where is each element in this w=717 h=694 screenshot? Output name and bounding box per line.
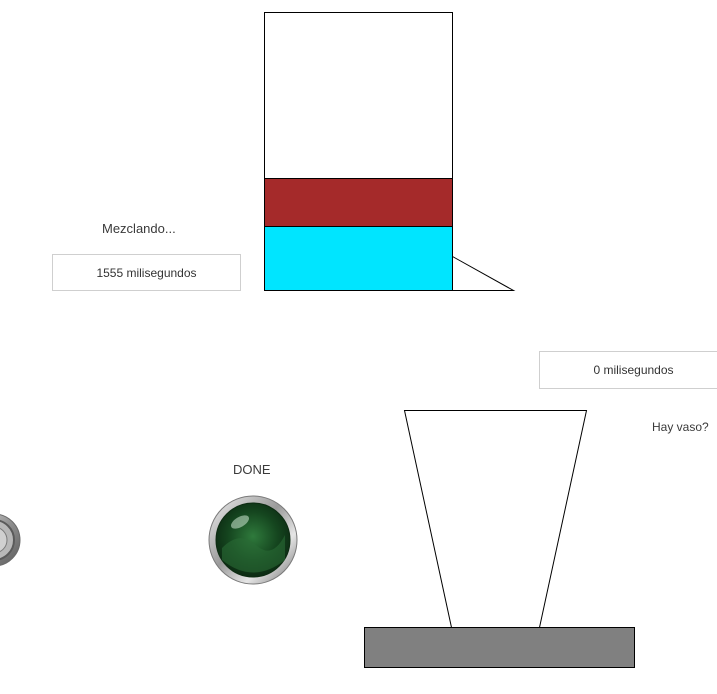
left-pilot-light <box>0 514 21 566</box>
done-light-label: DONE <box>233 462 271 477</box>
dispenser-timer-display: 0 milisegundos <box>539 351 717 389</box>
mixer-status-label: Mezclando... <box>102 221 176 236</box>
cup-present-label: Hay vaso? <box>652 420 709 434</box>
mixer-outlet-spout <box>452 255 516 291</box>
done-pilot-light <box>208 495 298 585</box>
mixer-lower-layer <box>264 226 453 291</box>
cup <box>403 410 588 628</box>
mixer-timer-display: 1555 milisegundos <box>52 254 241 291</box>
cup-base <box>364 627 635 668</box>
mixer-upper-layer <box>264 178 453 227</box>
